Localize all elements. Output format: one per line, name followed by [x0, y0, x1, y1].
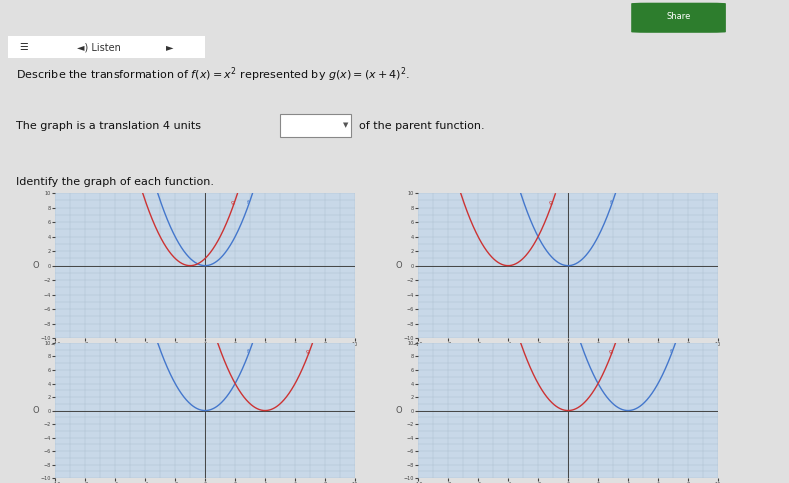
Text: O: O [32, 406, 39, 415]
Text: f: f [610, 200, 611, 205]
Text: ►: ► [166, 42, 174, 52]
FancyBboxPatch shape [631, 3, 726, 33]
Text: g: g [230, 200, 234, 205]
Text: Share: Share [667, 13, 690, 21]
Text: g: g [548, 200, 552, 205]
Text: The graph is a translation 4 units: The graph is a translation 4 units [16, 121, 200, 131]
Text: ▼: ▼ [343, 123, 348, 128]
Text: f: f [670, 349, 671, 354]
Text: Identify the graph of each function.: Identify the graph of each function. [16, 177, 214, 187]
FancyBboxPatch shape [0, 35, 215, 59]
Text: O: O [32, 261, 39, 270]
Text: of the parent function.: of the parent function. [359, 121, 484, 131]
Text: f: f [247, 200, 249, 205]
Text: ◄) Listen: ◄) Listen [77, 42, 121, 52]
Text: Describe the transformation of $f(x) = x^2$ represented by $g(x) = (x + 4)^2$.: Describe the transformation of $f(x) = x… [16, 66, 409, 85]
Text: g: g [608, 349, 612, 354]
Text: ☰: ☰ [19, 42, 28, 52]
FancyBboxPatch shape [280, 114, 351, 137]
Text: O: O [395, 261, 402, 270]
Text: f: f [247, 349, 249, 354]
Text: g: g [305, 349, 309, 354]
Text: O: O [395, 406, 402, 415]
